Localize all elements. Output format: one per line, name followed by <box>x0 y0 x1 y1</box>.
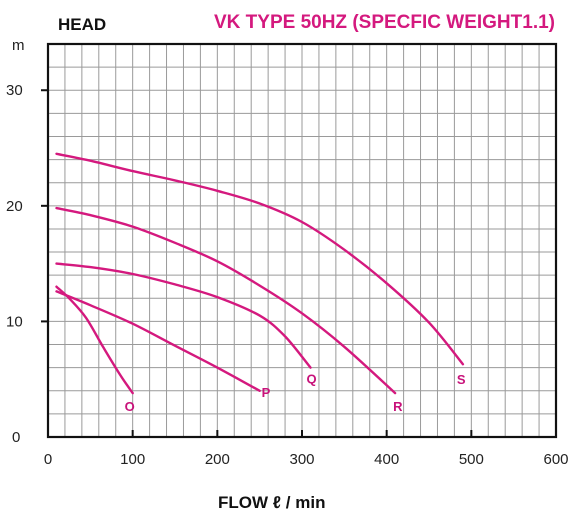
x-axis-label: FLOW ℓ / min <box>218 493 325 512</box>
curve-S <box>55 152 465 366</box>
x-tick-label: 400 <box>374 451 399 468</box>
curve-O <box>55 285 134 395</box>
curve-label-P: P <box>262 385 271 400</box>
x-tick-label: 100 <box>120 451 145 468</box>
curve-label-Q: Q <box>306 372 316 387</box>
chart-title: VK TYPE 50HZ (SPECFIC WEIGHT1.1) <box>214 12 555 33</box>
x-tick-label: 600 <box>543 451 568 468</box>
x-tick-label: 0 <box>44 451 52 468</box>
y-tick-label: 0 <box>12 429 20 446</box>
grid <box>48 44 556 437</box>
curve-label-S: S <box>457 372 466 387</box>
curve-R <box>55 206 397 395</box>
x-tick-label: 500 <box>459 451 484 468</box>
y-tick-label: 10 <box>6 313 23 330</box>
y-axis-unit: m <box>12 37 25 54</box>
x-tick-label: 200 <box>205 451 230 468</box>
curve-label-O: O <box>125 399 135 414</box>
curve-label-R: R <box>393 399 403 414</box>
curve-Q <box>55 262 312 369</box>
curve-P <box>55 290 261 392</box>
y-tick-label: 30 <box>6 82 23 99</box>
y-tick-label: 20 <box>6 198 23 215</box>
plot-frame <box>46 42 558 439</box>
y-axis-label: HEAD <box>58 15 106 34</box>
x-tick-label: 300 <box>289 451 314 468</box>
curves: O P Q R S <box>55 152 466 414</box>
axis-ticks: 0 100 200 300 400 500 600 0 10 20 30 <box>6 82 569 468</box>
